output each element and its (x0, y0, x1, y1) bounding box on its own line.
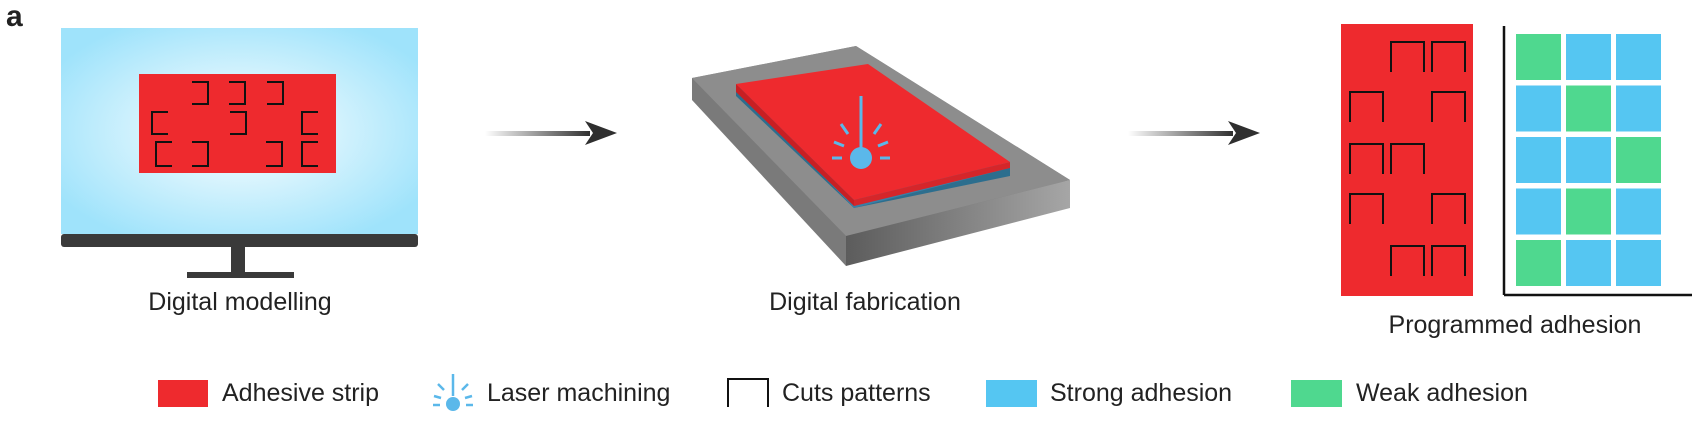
stage-label-fabrication: Digital fabrication (769, 288, 961, 316)
model-cut-patterns (151, 81, 318, 167)
strong-adhesion-cell (1566, 240, 1611, 286)
legend-strong-label: Strong adhesion (1050, 379, 1233, 407)
fab-laser (832, 96, 890, 160)
stage-label-programmed: Programmed adhesion (1388, 311, 1642, 339)
panel-letter: a (6, 0, 23, 33)
legend-cuts-icon (727, 378, 769, 407)
monitor (61, 28, 418, 278)
stage-label-modelling: Digital modelling (148, 288, 332, 316)
strong-adhesion-cell (1616, 188, 1661, 235)
adhesion-map-axes (1502, 26, 1692, 297)
legend-laser-icon (433, 374, 473, 411)
legend-adhesive-label: Adhesive strip (222, 379, 380, 407)
adhesion-map (1516, 34, 1661, 286)
strong-adhesion-cell (1516, 85, 1561, 132)
programmed-adhesive-strip (1341, 24, 1473, 296)
strong-adhesion-cell (1516, 188, 1561, 235)
fabrication-plate (692, 46, 1070, 266)
legend-adhesive-swatch (158, 380, 208, 407)
strong-adhesion-cell (1566, 34, 1611, 80)
model-adhesive-strip (139, 74, 336, 173)
legend-weak-label: Weak adhesion (1356, 379, 1528, 407)
programmed-cut-patterns (1349, 41, 1466, 276)
strong-adhesion-cell (1616, 85, 1661, 132)
strong-adhesion-cell (1566, 137, 1611, 183)
strong-adhesion-cell (1616, 34, 1661, 80)
legend-laser-label: Laser machining (487, 379, 671, 407)
strong-adhesion-cell (1616, 240, 1661, 286)
weak-adhesion-cell (1516, 240, 1561, 286)
legend-weak-swatch (1291, 380, 1342, 407)
strong-adhesion-cell (1516, 137, 1561, 183)
weak-adhesion-cell (1616, 137, 1661, 183)
arrow-2 (1128, 121, 1260, 145)
monitor-stand (187, 272, 294, 278)
legend-strong-swatch (986, 380, 1037, 407)
monitor-neck (231, 247, 245, 275)
legend-cuts-label: Cuts patterns (782, 379, 931, 407)
weak-adhesion-cell (1516, 34, 1561, 80)
fab-adhesive-strip (736, 64, 1010, 200)
arrow-1 (485, 121, 617, 145)
monitor-bezel (61, 234, 418, 247)
weak-adhesion-cell (1566, 85, 1611, 132)
weak-adhesion-cell (1566, 188, 1611, 235)
